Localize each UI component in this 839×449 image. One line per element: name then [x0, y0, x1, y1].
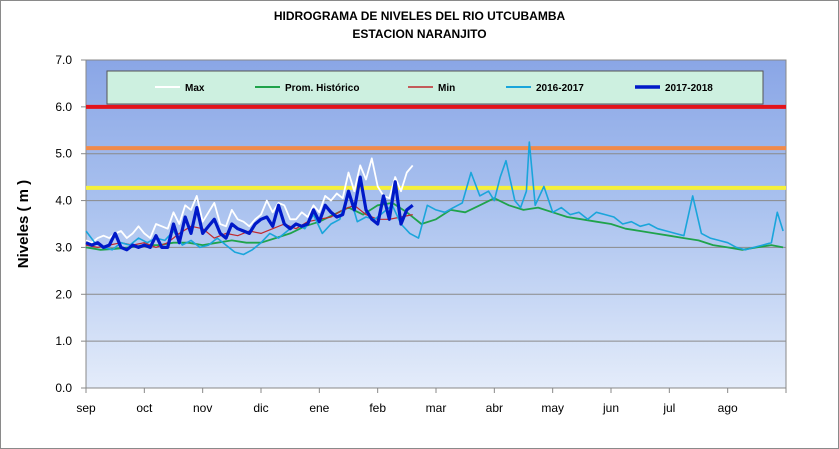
x-tick-label: jul — [662, 401, 675, 415]
series-line — [85, 175, 414, 252]
legend-label: Max — [185, 83, 205, 94]
y-tick-label: 2.0 — [55, 287, 72, 301]
x-tick-label: ene — [309, 401, 329, 415]
x-tick-label: abr — [486, 401, 503, 415]
x-tick-label: jun — [602, 401, 619, 415]
x-tick-label: nov — [193, 401, 212, 415]
x-tick-label: dic — [253, 401, 268, 415]
y-tick-label: 1.0 — [55, 334, 72, 348]
legend-label: 2016-2017 — [536, 83, 584, 94]
series-line — [85, 157, 414, 244]
legend-label: 2017-2018 — [665, 83, 713, 94]
y-axis-label: Niveles ( m ) — [15, 180, 32, 268]
y-tick-label: 4.0 — [55, 194, 72, 208]
chart-title: HIDROGRAMA DE NIVELES DEL RIO UTCUBAMBA — [273, 9, 566, 23]
y-tick-label: 6.0 — [55, 100, 72, 114]
x-tick-label: may — [541, 401, 564, 415]
chart-subtitle: ESTACION NARANJITO — [352, 27, 487, 41]
legend: Max Prom. Histórico Min 2016-2017 2017-2018 — [106, 70, 764, 105]
legend-label: Prom. Histórico — [285, 83, 359, 94]
x-tick-label: mar — [426, 401, 447, 415]
x-tick-label: feb — [369, 401, 386, 415]
x-tick-label: oct — [136, 401, 153, 415]
x-tick-label: ago — [718, 401, 738, 415]
x-tick-label: sep — [76, 401, 96, 415]
plot-area — [85, 59, 787, 389]
series-line — [85, 197, 784, 251]
y-tick-label: 0.0 — [55, 381, 72, 395]
y-tick-label: 7.0 — [55, 53, 72, 67]
series-line — [85, 141, 784, 256]
y-tick-label: 5.0 — [55, 147, 72, 161]
legend-label: Min — [438, 83, 455, 94]
y-tick-label: 3.0 — [55, 240, 72, 254]
